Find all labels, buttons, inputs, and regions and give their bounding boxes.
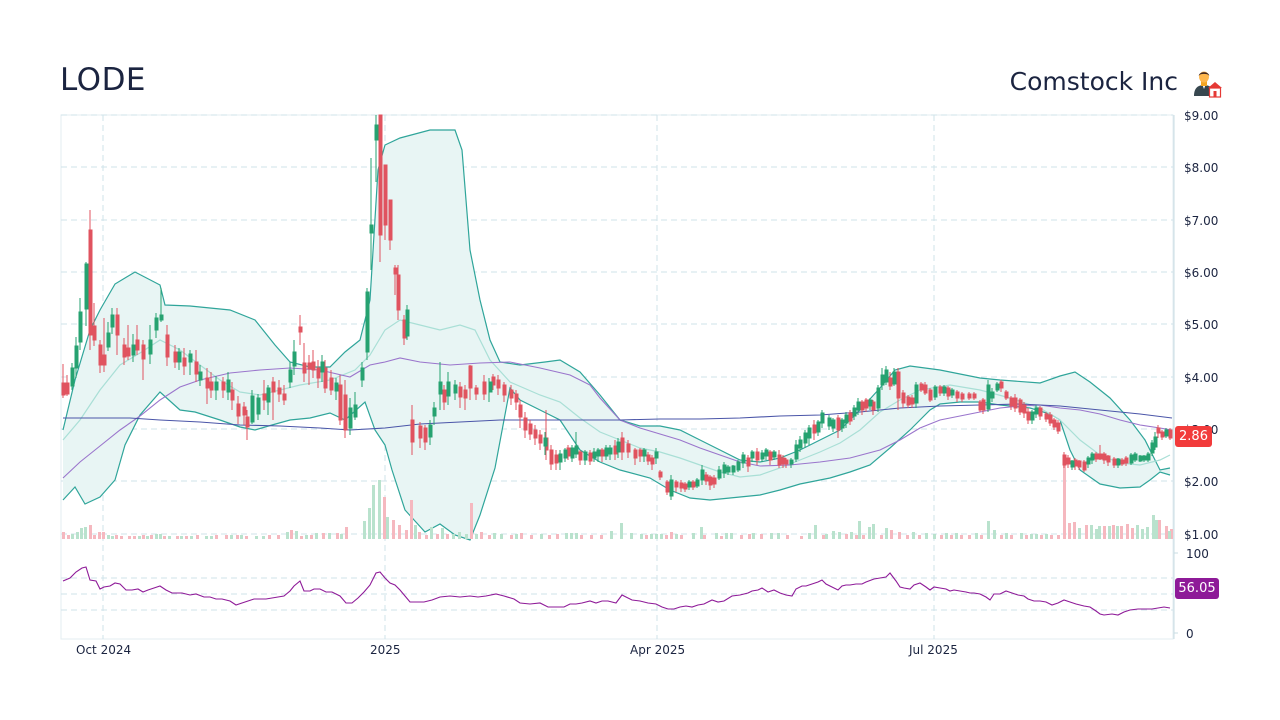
ticker-symbol: LODE [60, 62, 147, 98]
bollinger-band-fill [63, 130, 1170, 540]
candlesticks [61, 114, 1173, 500]
date-tick: Apr 2025 [630, 643, 685, 657]
last-price-badge: 2.86 [1175, 426, 1212, 447]
price-axis: $9.00 $8.00 $7.00 $6.00 $5.00 $4.00 $3.0… [1184, 109, 1218, 542]
date-tick: Oct 2024 [76, 643, 131, 657]
date-tick: Jul 2025 [908, 643, 958, 657]
bollinger-upper-line [62, 129, 1171, 471]
price-tick: $6.00 [1184, 266, 1218, 280]
bollinger-middle-line [62, 319, 1171, 478]
rsi-tick: 0 [1186, 627, 1194, 641]
price-tick: $9.00 [1184, 109, 1218, 123]
office-worker-house-icon [1194, 71, 1222, 98]
rsi-axis: 100 0 [1174, 547, 1209, 641]
sma-fast-line [62, 357, 1173, 479]
price-tick: $5.00 [1184, 318, 1218, 332]
rsi-value-badge: 56.05 [1175, 578, 1219, 599]
price-tick: $8.00 [1184, 161, 1218, 175]
date-tick: 2025 [370, 643, 401, 657]
price-tick: $1.00 [1184, 528, 1218, 542]
rsi-pane [61, 566, 1173, 616]
price-tick: $2.00 [1184, 475, 1218, 489]
company-name: Comstock Inc [1009, 67, 1178, 96]
volume-bars [62, 455, 1173, 539]
rsi-tick: 100 [1186, 547, 1209, 561]
price-tick: $7.00 [1184, 214, 1218, 228]
rsi-line [62, 566, 1171, 616]
price-tick: $4.00 [1184, 371, 1218, 385]
date-axis: Oct 2024 2025 Apr 2025 Jul 2025 [76, 643, 958, 657]
